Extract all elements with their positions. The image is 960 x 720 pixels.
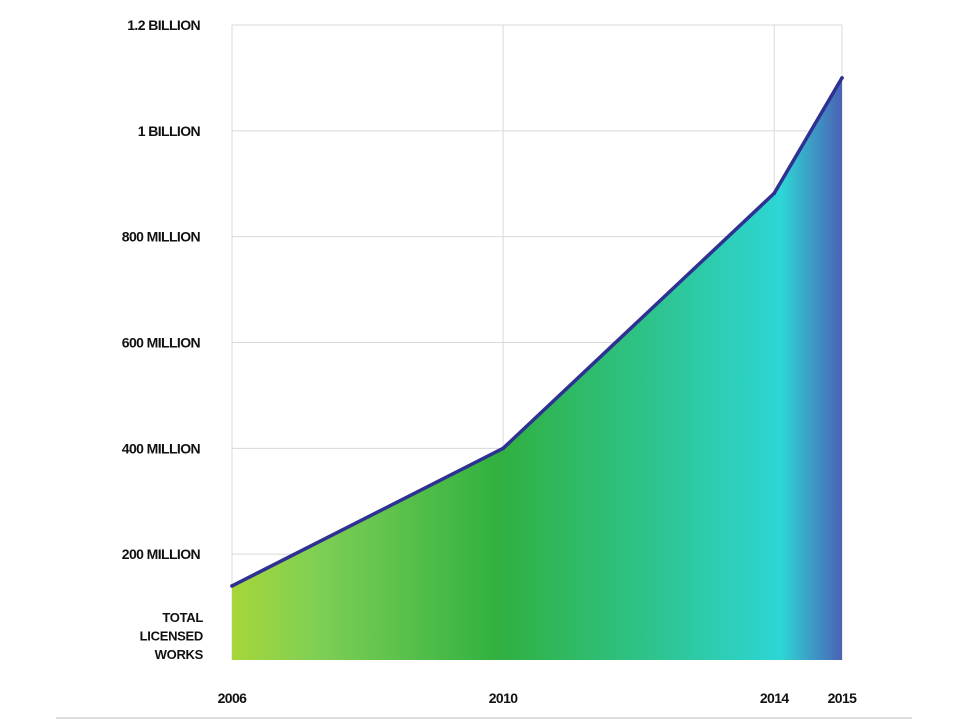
x-tick-label: 2014 [760, 690, 790, 706]
y-tick-label: 1 BILLION [138, 123, 201, 139]
label-layer: 200 MILLION 400 MILLION 600 MILLION 800 MIL… [122, 17, 858, 706]
data-point [772, 191, 777, 196]
data-point [501, 446, 505, 451]
data-point [230, 584, 234, 588]
x-tick-label: 2010 [489, 690, 519, 706]
y-axis-label-line: LICENSED [140, 629, 203, 644]
data-point [840, 76, 844, 80]
series-line-segment [501, 191, 776, 451]
y-axis-label-line: TOTAL [162, 610, 203, 625]
y-tick-label: 600 MILLION [122, 335, 201, 351]
y-tick-label: 400 MILLION [122, 440, 201, 456]
series-line-segment [772, 76, 844, 196]
area-layer [230, 76, 844, 660]
area-fill [232, 77, 842, 660]
x-tick-label: 2015 [828, 690, 858, 706]
series-line-segment [230, 446, 505, 588]
y-tick-label: 200 MILLION [122, 546, 201, 562]
x-tick-label: 2006 [218, 690, 248, 706]
y-tick-label: 800 MILLION [122, 229, 201, 245]
y-tick-label: 1.2 BILLION [127, 17, 200, 33]
y-axis-label: TOTAL LICENSED WORKS [140, 610, 204, 662]
y-axis-label-line: WORKS [155, 647, 204, 662]
